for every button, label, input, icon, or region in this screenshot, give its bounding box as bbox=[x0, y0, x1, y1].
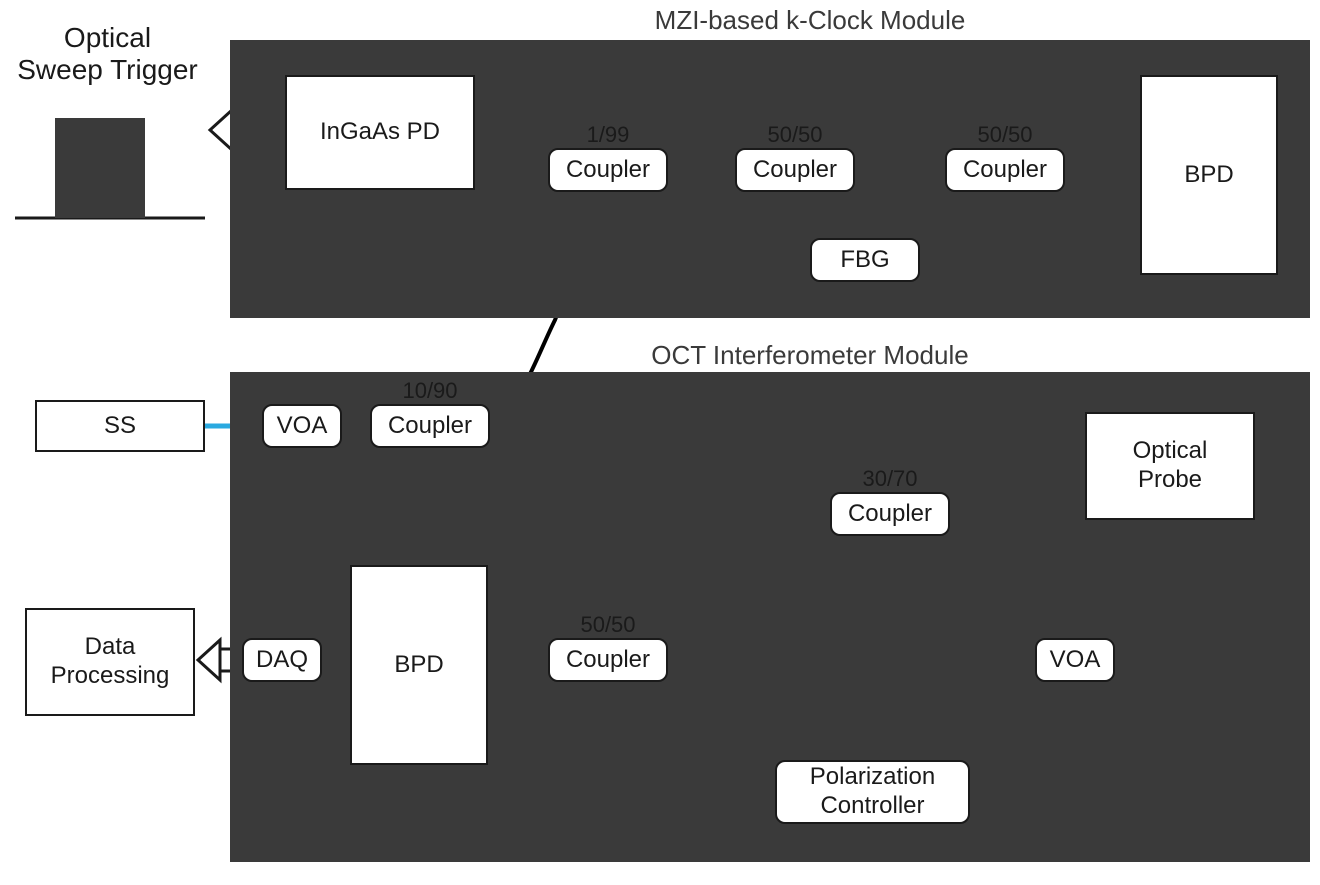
oct-title: OCT Interferometer Module bbox=[560, 340, 1060, 371]
daq-block: DAQ bbox=[242, 638, 322, 682]
ss-block: SS bbox=[35, 400, 205, 452]
ingaas-pd-block: InGaAs PD bbox=[285, 75, 475, 190]
coupler-b3-block: Coupler bbox=[548, 638, 668, 682]
fbg-block: FBG bbox=[810, 238, 920, 282]
coupler-t1-ratio: 1/99 bbox=[548, 122, 668, 148]
coupler-t2-block: Coupler bbox=[735, 148, 855, 192]
coupler-b2-block: Coupler bbox=[830, 492, 950, 536]
coupler-b3-ratio: 50/50 bbox=[548, 612, 668, 638]
kclock-title: MZI-based k-Clock Module bbox=[560, 5, 1060, 36]
optical-probe-block: OpticalProbe bbox=[1085, 412, 1255, 520]
coupler-t1-block: Coupler bbox=[548, 148, 668, 192]
coupler-b1-ratio: 10/90 bbox=[370, 378, 490, 404]
coupler-b1-block: Coupler bbox=[370, 404, 490, 448]
trigger-label: OpticalSweep Trigger bbox=[0, 22, 215, 86]
bpd-top-block: BPD bbox=[1140, 75, 1278, 275]
voa-l-block: VOA bbox=[262, 404, 342, 448]
coupler-t3-block: Coupler bbox=[945, 148, 1065, 192]
bpd-bot-block: BPD bbox=[350, 565, 488, 765]
voa-r-block: VOA bbox=[1035, 638, 1115, 682]
coupler-t2-ratio: 50/50 bbox=[735, 122, 855, 148]
coupler-t3-ratio: 50/50 bbox=[945, 122, 1065, 148]
data-proc-block: DataProcessing bbox=[25, 608, 195, 716]
pol-ctrl-block: PolarizationController bbox=[775, 760, 970, 824]
coupler-b2-ratio: 30/70 bbox=[830, 466, 950, 492]
